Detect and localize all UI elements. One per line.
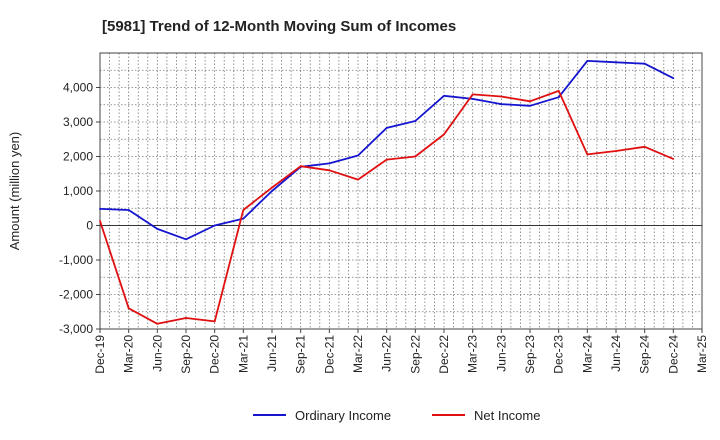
x-tick-label: Mar-20 [122, 335, 136, 373]
x-tick-label: Sep-21 [294, 335, 308, 374]
data-point [615, 61, 617, 64]
data-point [586, 60, 589, 62]
legend-label: Ordinary Income [295, 408, 391, 423]
data-point [557, 96, 560, 99]
x-tick-label: Dec-23 [552, 335, 566, 374]
data-point [357, 154, 359, 157]
axes: -3,000 -2,000 -1,000 0 1,000 2,000 3,000 4,000 D… [59, 52, 709, 374]
y-tick-label: 1,000 [63, 184, 93, 198]
data-point [213, 320, 216, 323]
data-point [156, 322, 159, 325]
data-point [185, 317, 187, 319]
data-point [213, 224, 216, 227]
data-point [242, 217, 245, 220]
y-tick-label: 3,000 [63, 115, 93, 129]
data-point [328, 169, 331, 172]
data-point [586, 153, 589, 156]
x-tick-label: Mar-24 [580, 335, 594, 373]
x-tick-label: Jun-22 [380, 335, 394, 372]
chart-title: [5981] Trend of 12-Month Moving Sum of I… [102, 18, 456, 35]
y-axis-label: Amount (million yen) [7, 132, 22, 251]
data-point [500, 95, 503, 98]
grid-lines [100, 53, 702, 329]
y-tick-label: 4,000 [63, 81, 93, 95]
data-point [500, 103, 503, 105]
y-tick-label: 2,000 [63, 150, 93, 164]
data-point [385, 158, 388, 161]
data-point [471, 93, 474, 96]
data-point [127, 307, 130, 310]
x-tick-label: Mar-21 [236, 335, 250, 373]
data-point [443, 94, 445, 97]
data-point [557, 90, 560, 92]
data-point [414, 120, 417, 122]
data-point [271, 190, 273, 192]
x-tick-label: Jun-21 [265, 335, 279, 372]
series-lines [99, 60, 675, 325]
data-point [443, 133, 445, 136]
x-tick-label: Dec-22 [437, 335, 451, 374]
data-point [299, 165, 302, 168]
data-point [414, 155, 417, 158]
x-tick-label: Dec-21 [322, 335, 336, 374]
x-tick-label: Dec-19 [93, 335, 107, 374]
x-tick-label: Jun-24 [609, 335, 623, 372]
x-tick-label: Sep-20 [179, 335, 193, 374]
x-tick-label: Mar-25 [695, 335, 709, 373]
data-point [357, 178, 359, 181]
data-point [529, 104, 531, 107]
x-tick-label: Jun-20 [150, 335, 164, 372]
data-point [156, 228, 159, 230]
data-point [615, 150, 617, 152]
data-point [529, 100, 531, 103]
x-tick-label: Mar-23 [466, 335, 480, 373]
y-tick-label: -1,000 [59, 253, 93, 267]
x-tick-label: Jun-23 [494, 335, 508, 372]
data-point [99, 208, 101, 210]
data-point [672, 77, 675, 80]
x-tick-label: Sep-24 [638, 335, 652, 374]
data-point [672, 158, 675, 160]
data-point [643, 62, 646, 65]
data-point [471, 97, 474, 100]
x-tick-label: Dec-20 [208, 335, 222, 374]
data-point [185, 238, 187, 241]
data-point [385, 126, 388, 129]
legend-label: Net Income [474, 408, 540, 423]
data-point [99, 220, 101, 222]
data-point [643, 145, 646, 148]
data-point [328, 162, 331, 165]
data-point [127, 209, 130, 211]
data-point [242, 209, 245, 211]
data-point [271, 186, 273, 189]
x-tick-label: Sep-23 [523, 335, 537, 374]
x-tick-label: Dec-24 [666, 335, 680, 374]
x-tick-label: Mar-22 [351, 335, 365, 373]
y-tick-label: -3,000 [59, 322, 93, 336]
y-tick-label: -2,000 [59, 288, 93, 302]
legend: Ordinary Income Net Income [253, 408, 540, 423]
y-tick-label: 0 [86, 219, 93, 233]
x-tick-label: Sep-22 [408, 335, 422, 374]
